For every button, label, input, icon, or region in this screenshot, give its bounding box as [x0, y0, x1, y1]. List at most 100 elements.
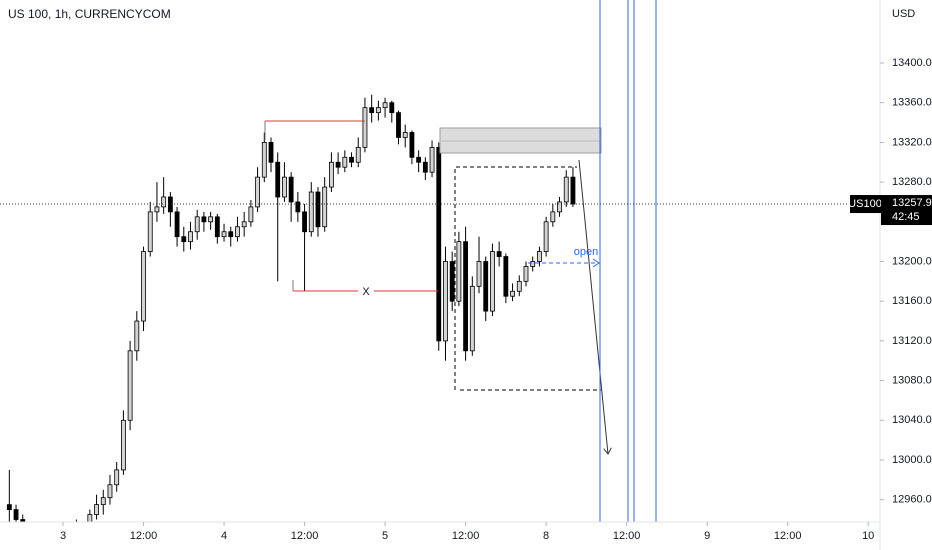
- candle-up: [34, 529, 38, 534]
- candle-down: [483, 261, 489, 312]
- candle-up: [194, 216, 200, 233]
- annotation: open: [574, 246, 598, 258]
- candle-up: [74, 524, 78, 527]
- candle-down: [389, 102, 395, 114]
- candle-up: [402, 132, 408, 138]
- price-badge: [881, 195, 932, 226]
- candle-down: [496, 251, 502, 257]
- candle-up: [141, 251, 146, 322]
- candle-up: [100, 497, 106, 506]
- candle-down: [396, 112, 401, 138]
- candle-down: [27, 529, 31, 534]
- x-tick-label: 9: [704, 530, 710, 542]
- candle-up: [127, 350, 133, 421]
- candle-down: [201, 216, 207, 223]
- y-tick-label: 13160.0: [892, 295, 932, 307]
- candle-down: [174, 211, 180, 238]
- candle-up: [563, 176, 569, 203]
- y-tick-label: 13400.0: [892, 57, 932, 69]
- candle-up: [68, 527, 72, 531]
- y-tick-label: 13280.0: [892, 176, 932, 188]
- candle-down: [422, 161, 428, 173]
- candle-down: [20, 519, 26, 522]
- candle-up: [161, 196, 167, 208]
- countdown: 42:45: [892, 211, 920, 223]
- currency: USD: [892, 8, 915, 20]
- candle-up: [120, 419, 126, 471]
- candle-down: [436, 146, 442, 342]
- candle-down: [288, 176, 294, 203]
- candle-down: [214, 216, 220, 238]
- y-tick-label: 13000.0: [892, 454, 932, 466]
- candle-down: [181, 236, 187, 243]
- candle-up: [94, 504, 99, 515]
- candle-down: [302, 211, 307, 233]
- candle-up: [208, 216, 214, 223]
- x-tick-label: 12:00: [291, 530, 319, 542]
- candle-down: [409, 132, 415, 158]
- symbol-badge: [850, 195, 881, 214]
- candle-down: [6, 504, 12, 510]
- candle-up: [147, 211, 153, 252]
- candle-up: [134, 320, 140, 352]
- candle-up: [308, 191, 314, 233]
- candle-up: [510, 290, 515, 297]
- symbol-label: US100: [848, 198, 882, 210]
- candle-up: [107, 484, 113, 499]
- x-tick-label: 10: [862, 530, 874, 542]
- candle-up: [261, 142, 267, 178]
- candle-up: [255, 176, 261, 208]
- candle-down: [335, 161, 341, 168]
- drawings: [264, 0, 657, 522]
- candle-down: [315, 191, 321, 228]
- y-tick-label: 13120.0: [892, 335, 932, 347]
- candle-up: [221, 231, 227, 238]
- axes: 12960.0 13000.0 13040.0 13080.0 13120.0 13160…: [60, 57, 932, 542]
- candle-up: [114, 469, 120, 486]
- candle-up: [490, 251, 495, 312]
- candle-up: [362, 107, 368, 148]
- candle-down: [463, 241, 469, 352]
- candle-up: [154, 206, 160, 213]
- x-tick-label: 12:00: [774, 530, 802, 542]
- candle-up: [248, 206, 254, 223]
- x-tick-label: 12:00: [613, 530, 641, 542]
- candle-down: [449, 261, 455, 302]
- candle-down: [349, 156, 354, 163]
- projection-arrow: [578, 159, 608, 454]
- candle-up: [469, 285, 475, 352]
- candle-up: [530, 261, 536, 267]
- chart-title: US 100, 1h, CURRENCYCOM: [8, 7, 171, 21]
- y-tick-label: 13360.0: [892, 97, 932, 109]
- candle-up: [443, 261, 448, 342]
- x-tick-label: 5: [382, 530, 388, 542]
- candle-up: [241, 221, 247, 228]
- x-tick-label: 3: [60, 530, 66, 542]
- candle-up: [235, 226, 240, 238]
- candle-down: [41, 529, 45, 539]
- candle-down: [295, 201, 301, 213]
- candle-down: [503, 256, 509, 297]
- candle-down: [275, 161, 281, 198]
- candle-down: [81, 524, 85, 529]
- candle-up: [355, 146, 361, 163]
- y-tick-label: 13080.0: [892, 374, 932, 386]
- candle-up: [557, 201, 562, 213]
- candle-down: [228, 231, 234, 238]
- candle-up: [523, 266, 529, 282]
- candle-up: [342, 156, 348, 168]
- candle-down: [268, 142, 274, 163]
- annotation: X: [362, 286, 370, 298]
- candle-up: [429, 146, 435, 173]
- candle-down: [416, 156, 422, 163]
- candle-up: [536, 251, 542, 262]
- candle-up: [188, 231, 193, 243]
- candle-up: [375, 107, 381, 114]
- candle-up: [328, 161, 334, 188]
- x-tick-label: 8: [543, 530, 549, 542]
- last-price: 13257.9: [892, 197, 932, 209]
- candle-up: [543, 221, 549, 252]
- candle-up: [382, 102, 388, 109]
- candle-up: [550, 211, 556, 223]
